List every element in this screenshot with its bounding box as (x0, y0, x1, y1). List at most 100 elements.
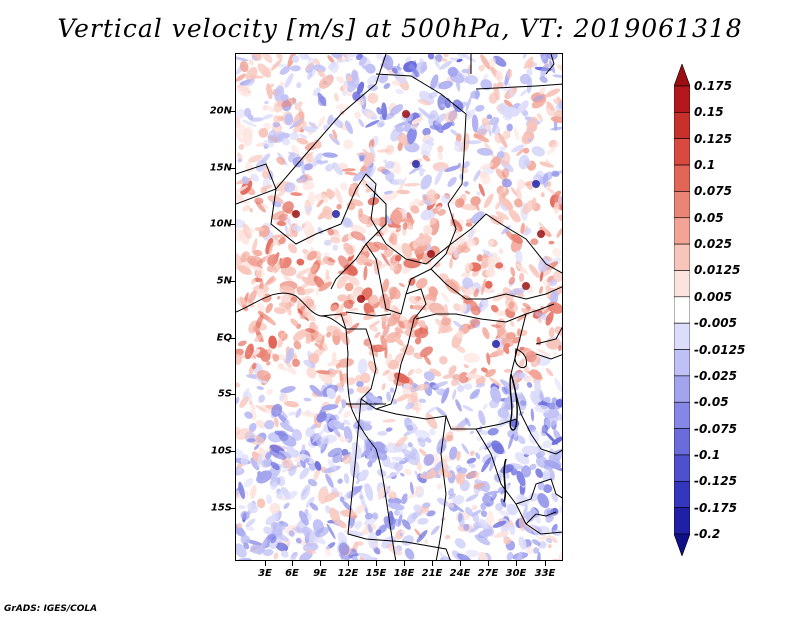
border (545, 54, 555, 75)
latitude-tick (230, 168, 235, 169)
colorbar-label: 0.125 (694, 131, 732, 146)
colorbar-segment (674, 270, 690, 298)
border (535, 353, 562, 360)
colorbar-label: -0.1 (694, 447, 721, 462)
border (415, 303, 555, 323)
longitude-tick (404, 561, 405, 566)
latitude-tick (230, 281, 235, 282)
border (430, 203, 457, 270)
longitude-tick (292, 561, 293, 566)
longitude-tick (265, 561, 266, 566)
latitude-tick (230, 111, 235, 112)
colorbar-label: -0.175 (694, 500, 737, 515)
longitude-label: 33E (534, 568, 556, 579)
colorbar-label: -0.005 (694, 316, 737, 331)
border (515, 478, 562, 505)
credit-footer: GrADS: IGES/COLA (4, 604, 98, 614)
border (475, 83, 562, 90)
longitude-label: 24E (449, 568, 471, 579)
longitude-label: 21E (421, 568, 443, 579)
border (535, 326, 562, 345)
map-panel (235, 53, 563, 561)
colorbar-segment (674, 375, 690, 403)
colorbar-segment (674, 164, 690, 192)
colorbar-segment (674, 85, 690, 113)
latitude-label: 15S (210, 502, 232, 514)
colorbar-segment (674, 480, 690, 508)
colorbar (674, 64, 690, 556)
border (320, 313, 377, 400)
colorbar-segment (674, 507, 690, 535)
colorbar-segment (674, 64, 690, 87)
colorbar-label: 0.05 (694, 210, 724, 225)
coastline (236, 292, 397, 560)
latitude-label: 10S (210, 445, 232, 457)
border (435, 415, 447, 560)
latitude-label: 15N (209, 162, 232, 174)
latitude-tick (230, 338, 235, 339)
colorbar-label: 0.175 (694, 79, 732, 93)
colorbar-segment (674, 138, 690, 166)
longitude-tick (320, 561, 321, 566)
colorbar-segment (674, 428, 690, 456)
longitude-label: 15E (365, 568, 387, 579)
colorbar-segment (674, 243, 690, 271)
longitude-label: 27E (477, 568, 499, 579)
longitude-tick (545, 561, 546, 566)
border (270, 173, 387, 245)
longitude-tick (516, 561, 517, 566)
colorbar-segment (674, 191, 690, 219)
colorbar-label: 0.1 (694, 158, 716, 173)
border (525, 511, 557, 525)
border (345, 311, 392, 317)
border (540, 448, 562, 455)
colorbar-segment (674, 322, 690, 350)
border (385, 213, 562, 274)
latitude-label: 20N (209, 105, 232, 117)
colorbar-label: -0.025 (694, 368, 737, 383)
latitude-tick (230, 451, 235, 452)
longitude-tick (376, 561, 377, 566)
latitude-tick (230, 394, 235, 395)
colorbar-label: -0.075 (694, 421, 737, 436)
latitude-label: 5S (217, 388, 232, 400)
latitude-tick (230, 508, 235, 509)
chart-title: Vertical velocity [m/s] at 500hPa, VT: 2… (57, 14, 743, 43)
border (365, 243, 562, 315)
colorbar-label: 0.025 (694, 237, 732, 252)
colorbar-label: 0.075 (694, 184, 732, 199)
lake (514, 348, 527, 369)
colorbar-label: 0.15 (694, 105, 724, 120)
colorbar-segment (674, 454, 690, 482)
colorbar-segment (674, 349, 690, 377)
longitude-label: 3E (258, 568, 272, 579)
colorbar-label: -0.2 (694, 527, 721, 541)
longitude-tick (432, 561, 433, 566)
latitude-label: 10N (209, 218, 232, 230)
lake (509, 373, 518, 431)
colorbar-segment (674, 533, 690, 556)
colorbar-segment (674, 217, 690, 245)
lake (503, 458, 507, 503)
longitude-label: 12E (337, 568, 359, 579)
colorbar-segment (674, 112, 690, 140)
border (375, 73, 467, 205)
longitude-label: 9E (313, 568, 327, 579)
colorbar-label: -0.125 (694, 474, 737, 489)
latitude-label: 5N (216, 275, 232, 287)
colorbar-label: 0.0125 (694, 263, 741, 278)
longitude-label: 6E (285, 568, 299, 579)
longitude-tick (488, 561, 489, 566)
colorbar-segment (674, 401, 690, 429)
border (347, 398, 451, 560)
border (375, 288, 427, 410)
colorbar-label: -0.0125 (694, 342, 746, 357)
longitude-tick (348, 561, 349, 566)
longitude-label: 30E (505, 568, 527, 579)
colorbar-label: -0.05 (694, 395, 729, 410)
longitude-label: 18E (393, 568, 415, 579)
colorbar-label: 0.005 (694, 289, 732, 304)
colorbar-segment (674, 296, 690, 324)
vertical-velocity-field (236, 54, 562, 560)
latitude-tick (230, 224, 235, 225)
